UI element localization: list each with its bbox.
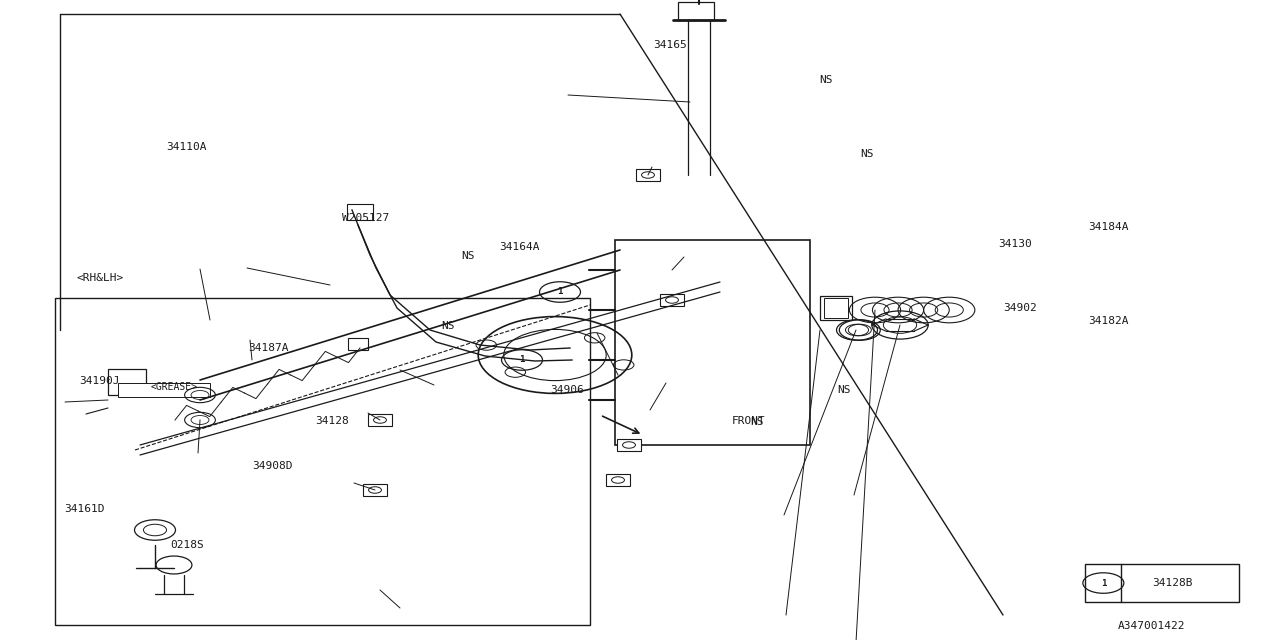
Bar xyxy=(108,369,146,395)
Text: W205127: W205127 xyxy=(342,212,389,223)
Bar xyxy=(614,240,810,445)
Text: 34182A: 34182A xyxy=(1088,316,1129,326)
Bar xyxy=(1085,564,1239,602)
Text: NS: NS xyxy=(461,251,475,261)
Bar xyxy=(660,294,684,306)
Text: 0218S: 0218S xyxy=(170,540,204,550)
Text: NS: NS xyxy=(819,75,833,85)
Text: 1: 1 xyxy=(557,287,563,296)
Text: 34908D: 34908D xyxy=(252,461,293,471)
Text: A347001422: A347001422 xyxy=(1119,621,1185,631)
Text: <RH&LH>: <RH&LH> xyxy=(77,273,124,284)
Bar xyxy=(364,484,387,496)
Text: FRONT: FRONT xyxy=(732,416,765,426)
Text: 34128: 34128 xyxy=(315,416,348,426)
Text: 34902: 34902 xyxy=(1004,303,1037,314)
Text: 34128B: 34128B xyxy=(1152,578,1193,588)
Text: <GREASE>: <GREASE> xyxy=(151,382,198,392)
Bar xyxy=(820,296,852,320)
Text: NS: NS xyxy=(750,417,764,428)
Text: 1: 1 xyxy=(1101,579,1106,588)
Bar xyxy=(118,383,210,397)
Text: 34164A: 34164A xyxy=(499,242,540,252)
Text: 34187A: 34187A xyxy=(248,343,289,353)
Text: 34165: 34165 xyxy=(653,40,686,50)
Text: 1: 1 xyxy=(520,355,525,365)
Bar xyxy=(348,337,369,350)
Bar xyxy=(636,169,659,180)
Bar xyxy=(369,414,392,426)
Text: 34190J: 34190J xyxy=(79,376,120,386)
Text: NS: NS xyxy=(442,321,456,332)
Bar xyxy=(617,439,640,451)
Text: 34130: 34130 xyxy=(998,239,1032,250)
Text: 34161D: 34161D xyxy=(64,504,105,514)
Bar xyxy=(55,298,590,625)
Bar xyxy=(678,2,714,20)
Text: NS: NS xyxy=(860,148,874,159)
Text: 34906: 34906 xyxy=(550,385,584,396)
Text: NS: NS xyxy=(837,385,851,396)
Text: 34110A: 34110A xyxy=(166,142,207,152)
Bar xyxy=(607,474,630,486)
Text: 34184A: 34184A xyxy=(1088,222,1129,232)
Bar xyxy=(347,204,372,220)
Bar xyxy=(824,298,849,318)
